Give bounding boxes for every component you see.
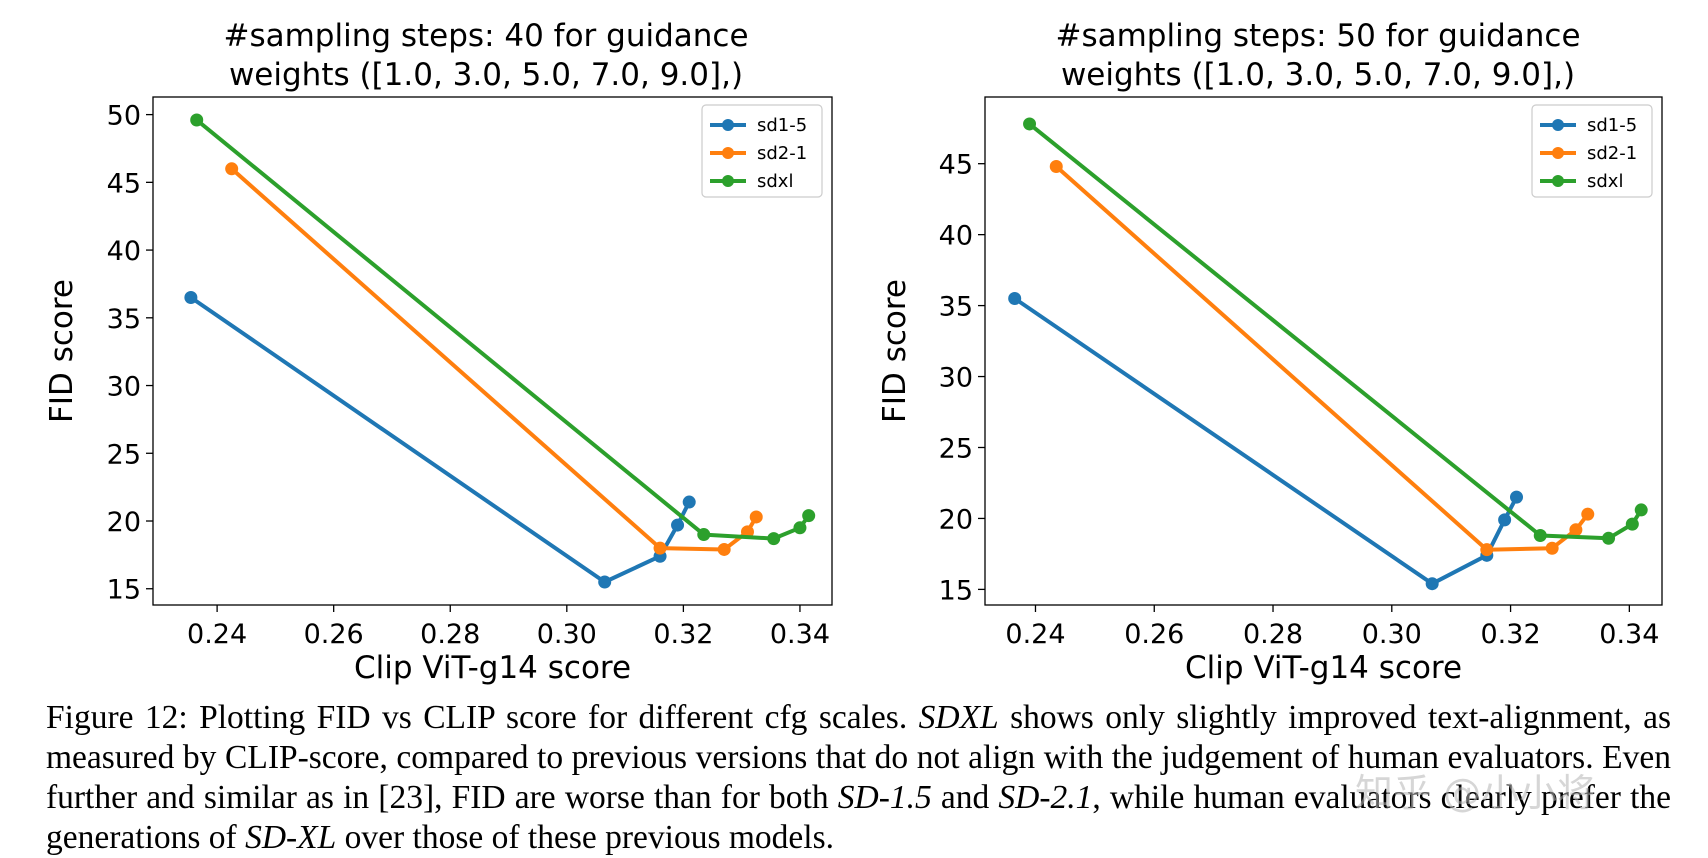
x-tick-label: 0.26 [304, 619, 364, 650]
y-tick-label: 20 [107, 507, 141, 538]
legend-swatch-marker [722, 147, 734, 159]
x-tick-label: 0.28 [1243, 619, 1303, 650]
caption-sd21: SD-2.1 [998, 779, 1093, 816]
caption-part-3: shows only slightly improved text-alignm… [46, 699, 1672, 816]
y-tick-label: 50 [107, 101, 141, 132]
plot-frame [984, 96, 1663, 606]
data-point-sdxl [1023, 117, 1037, 131]
data-point-sd2-1 [717, 542, 731, 556]
caption-part-5: and [931, 779, 999, 816]
caption-sdxl: SDXL [918, 699, 999, 736]
y-tick-label: 45 [107, 168, 141, 199]
x-tick-label: 0.26 [1124, 619, 1184, 650]
y-tick-label: 25 [107, 439, 141, 470]
x-tick-label: 0.24 [187, 619, 247, 650]
caption-part-9: over those of these previous models. [336, 819, 835, 856]
y-tick-label: 40 [107, 236, 141, 267]
x-tick-label: 0.34 [1599, 619, 1659, 650]
legend-label: sdxl [1587, 171, 1623, 192]
chart-title-line: weights ([1.0, 3.0, 5.0, 7.0, 9.0],) [229, 57, 743, 93]
data-point-sdxl [190, 113, 204, 127]
data-point-sd2-1 [653, 541, 667, 555]
series-line-sd1-5 [1013, 296, 1519, 586]
data-point-sdxl [1533, 528, 1547, 542]
data-point-sdxl [1634, 503, 1648, 517]
legend-swatch-marker [722, 175, 734, 187]
y-tick-label: 30 [107, 372, 141, 403]
y-tick-label: 25 [939, 433, 973, 464]
y-tick-label: 15 [939, 575, 973, 606]
data-point-sd2-1 [1480, 543, 1494, 557]
legend-swatch-marker [722, 119, 734, 131]
data-point-sdxl [1602, 531, 1616, 545]
data-point-sd2-1 [1049, 160, 1063, 174]
data-point-sd2-1 [1545, 541, 1559, 555]
chart-left: #sampling steps: 40 for guidanceweights … [44, 18, 833, 686]
data-point-sd2-1 [225, 162, 239, 176]
legend-label: sd1-5 [757, 115, 807, 136]
caption-sdxl-2: SD-XL [245, 819, 337, 856]
series-line-sd1-5 [189, 295, 691, 584]
x-tick-label: 0.34 [770, 619, 830, 650]
plot-frame [152, 96, 833, 606]
data-point-sd1-5 [1425, 577, 1439, 591]
caption-part-7: , while human evaluators clearly prefer … [46, 779, 1671, 856]
legend-swatch-marker [1552, 147, 1564, 159]
y-tick-label: 20 [939, 504, 973, 535]
x-tick-label: 0.30 [1362, 619, 1422, 650]
data-point-sd1-5 [671, 518, 685, 532]
caption-sd15: SD-1.5 [837, 779, 932, 816]
chart-title-line: #sampling steps: 50 for guidance [1055, 18, 1580, 54]
data-point-sdxl [802, 509, 816, 523]
data-point-sd2-1 [1569, 523, 1583, 537]
x-tick-label: 0.28 [420, 619, 480, 650]
data-point-sdxl [793, 521, 807, 535]
data-point-sd1-5 [184, 290, 198, 304]
legend-swatch-marker [1552, 175, 1564, 187]
caption-part-1: Figure 12: Plotting FID vs CLIP score fo… [46, 699, 919, 736]
data-point-sd1-5 [598, 575, 612, 589]
data-point-sdxl [1625, 517, 1639, 531]
legend-label: sdxl [757, 171, 793, 192]
y-tick-label: 15 [107, 575, 141, 606]
x-tick-label: 0.30 [537, 619, 597, 650]
data-point-sdxl [697, 528, 711, 542]
watermark: 知乎 @小小将 [1355, 771, 1596, 815]
legend-swatch-marker [1552, 119, 1564, 131]
chart-title-line: #sampling steps: 40 for guidance [223, 18, 748, 54]
x-axis-label: Clip ViT-g14 score [1185, 650, 1462, 686]
y-tick-label: 35 [107, 304, 141, 335]
legend-label: sd2-1 [757, 143, 807, 164]
x-tick-label: 0.24 [1005, 619, 1065, 650]
y-tick-label: 35 [939, 292, 973, 323]
data-point-sd1-5 [1008, 291, 1022, 305]
y-axis-label: FID score [44, 279, 80, 423]
legend-label: sd1-5 [1587, 115, 1637, 136]
y-tick-label: 45 [939, 150, 973, 181]
data-point-sd1-5 [682, 495, 696, 509]
y-axis-label: FID score [877, 279, 913, 423]
figure-caption: Figure 12: Plotting FID vs CLIP score fo… [46, 698, 1671, 858]
x-tick-label: 0.32 [653, 619, 713, 650]
data-point-sd1-5 [1510, 490, 1524, 504]
data-point-sdxl [767, 532, 781, 546]
data-point-sd1-5 [1498, 513, 1512, 527]
y-tick-label: 30 [939, 363, 973, 394]
series-line-sd2-1 [230, 167, 758, 552]
data-point-sd2-1 [749, 510, 763, 524]
x-axis-label: Clip ViT-g14 score [354, 650, 631, 686]
y-tick-label: 40 [939, 221, 973, 252]
chart-title-line: weights ([1.0, 3.0, 5.0, 7.0, 9.0],) [1061, 57, 1575, 93]
chart-right: #sampling steps: 50 for guidanceweights … [877, 18, 1663, 686]
x-tick-label: 0.32 [1481, 619, 1541, 650]
legend-label: sd2-1 [1587, 143, 1637, 164]
data-point-sd2-1 [1581, 507, 1595, 521]
